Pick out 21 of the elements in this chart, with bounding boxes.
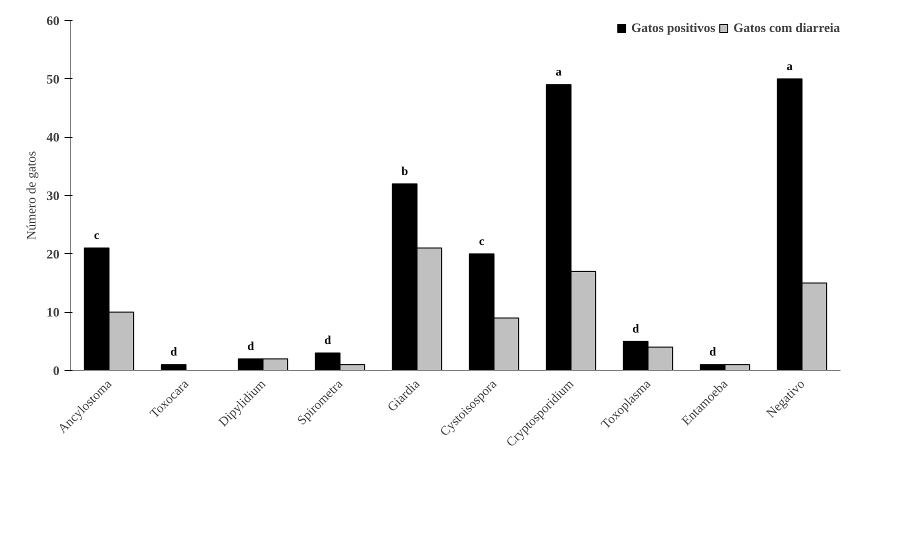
legend-label: Gatos positivos	[631, 20, 716, 36]
y-tick-label: 30	[46, 188, 60, 203]
legend-label: Gatos com diarreia	[733, 20, 840, 36]
y-tick-label: 10	[46, 304, 60, 320]
annotation: d	[632, 321, 640, 336]
annotation: a	[556, 64, 562, 79]
annotation: d	[247, 338, 254, 353]
y-tick-label: 60	[46, 13, 60, 28]
bar	[160, 364, 186, 370]
y-tick-label: 50	[46, 71, 60, 86]
annotation: c	[94, 228, 100, 242]
y-tick-label: 40	[46, 130, 60, 145]
y-tick-label: 20	[46, 246, 60, 262]
annotation: a	[786, 58, 793, 73]
annotation: d	[709, 344, 716, 359]
annotation: d	[324, 333, 332, 347]
annotation: b	[401, 164, 408, 178]
annotation: c	[479, 234, 486, 248]
y-tick-label: 0	[53, 363, 60, 378]
annotation: d	[170, 344, 178, 359]
y-axis-title: Número de gatos	[24, 151, 38, 240]
